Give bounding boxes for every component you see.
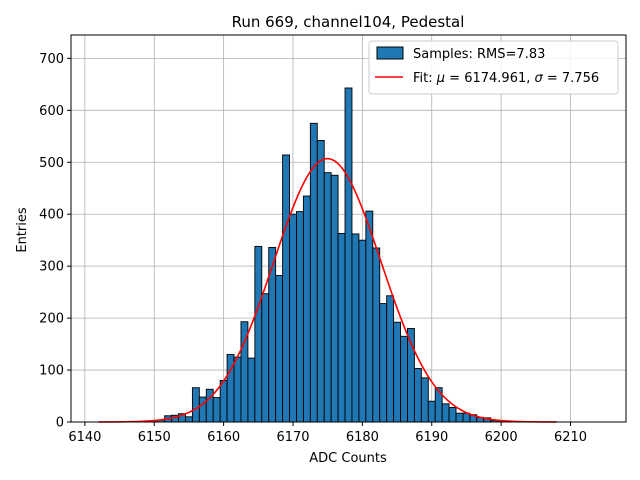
histogram-bar <box>330 174 339 423</box>
histogram-bar <box>191 387 200 423</box>
x-tick-label: 6140 <box>68 430 101 445</box>
histogram-bar <box>296 211 304 423</box>
legend-samples-label: Samples: RMS=7.83 <box>413 47 545 62</box>
histogram-bar <box>413 368 422 423</box>
fit-curve <box>98 157 557 423</box>
x-tick-label: 6160 <box>207 430 240 445</box>
y-tick-label: 600 <box>39 104 64 119</box>
y-axis-ticks: 0 100 200 300 400 500 600 700 <box>39 52 71 431</box>
histogram-bar <box>275 275 284 423</box>
y-tick-label: 400 <box>39 208 64 223</box>
histogram-bar <box>393 321 401 423</box>
legend-samples-swatch <box>376 46 404 60</box>
histogram-bar <box>289 213 297 423</box>
legend-box <box>368 40 619 95</box>
x-tick-label: 6190 <box>415 430 448 445</box>
histogram-bar <box>302 195 311 423</box>
histogram-bar <box>337 232 346 423</box>
y-tick-label: 100 <box>39 364 64 379</box>
histogram-bar <box>344 87 353 423</box>
y-axis-title: Entries <box>15 207 30 253</box>
chart-title: Run 669, channel104, Pedestal <box>232 13 465 31</box>
y-tick-label: 200 <box>39 312 64 327</box>
histogram-bar <box>212 397 221 423</box>
y-tick-label: 0 <box>56 416 64 431</box>
histogram-bar <box>219 379 228 423</box>
histogram-bar <box>455 412 464 423</box>
legend: Samples: RMS=7.83 Fit: μ = 6174.961, σ =… <box>368 40 619 95</box>
histogram-bar <box>400 335 408 423</box>
histogram-bar <box>372 247 381 423</box>
histogram-bar <box>358 239 367 423</box>
histogram-bar <box>247 357 256 423</box>
histogram-bar <box>185 416 193 423</box>
histogram-bar <box>420 377 429 423</box>
x-tick-label: 6200 <box>485 430 518 445</box>
histogram-bar <box>386 295 395 423</box>
y-tick-label: 300 <box>39 260 64 275</box>
plot-frame <box>70 34 627 423</box>
histogram-bar <box>261 293 270 423</box>
x-axis-title: ADC Counts <box>309 451 387 466</box>
x-tick-label: 6180 <box>346 430 379 445</box>
histogram-bar <box>351 233 360 423</box>
y-tick-label: 500 <box>39 156 64 171</box>
histogram-bars <box>150 87 519 423</box>
x-tick-label: 6210 <box>554 430 587 445</box>
histogram-bar <box>198 396 207 423</box>
histogram-bar <box>323 172 332 423</box>
histogram-bar <box>427 400 436 423</box>
y-tick-label: 700 <box>39 52 64 67</box>
histogram-bar <box>316 140 325 423</box>
histogram-bar <box>379 303 388 423</box>
histogram-bar <box>441 403 450 423</box>
histogram-bar <box>205 388 214 423</box>
x-tick-label: 6150 <box>138 430 171 445</box>
histogram-bar <box>448 407 457 423</box>
x-axis-ticks: 6140 6150 6160 6170 6180 6190 6200 6210 <box>68 422 587 445</box>
histogram-bar <box>233 356 242 423</box>
histogram-bar <box>254 245 263 423</box>
legend-fit-label: Fit: μ = 6174.961, σ = 7.756 <box>413 71 599 86</box>
histogram-bar <box>282 154 290 423</box>
x-tick-label: 6170 <box>276 430 309 445</box>
histogram-bar <box>365 210 374 423</box>
